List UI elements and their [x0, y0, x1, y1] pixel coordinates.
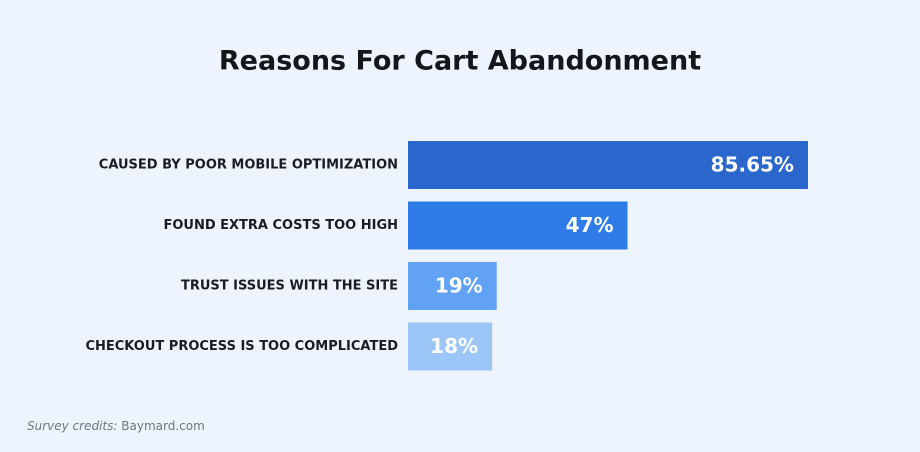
value-label: 47% — [566, 213, 614, 237]
credits-label: Survey credits: — [27, 419, 117, 433]
bar — [408, 322, 493, 371]
category-label: CAUSED BY POOR MOBILE OPTIMIZATION — [99, 158, 398, 173]
credits-source: Baymard.com — [121, 419, 205, 433]
value-label: 85.65% — [711, 153, 794, 177]
category-label: TRUST ISSUES WITH THE SITE — [181, 279, 398, 294]
category-label: FOUND EXTRA COSTS TOO HIGH — [163, 218, 398, 233]
chart-title: Reasons For Cart Abandonment — [219, 46, 701, 77]
value-label: 19% — [435, 274, 483, 298]
value-label: 18% — [430, 334, 478, 358]
bar — [408, 201, 628, 250]
bar — [408, 262, 497, 310]
bar — [408, 141, 808, 189]
credits: Survey credits: Baymard.com — [27, 419, 205, 433]
category-label: CHECKOUT PROCESS IS TOO COMPLICATED — [85, 339, 398, 354]
